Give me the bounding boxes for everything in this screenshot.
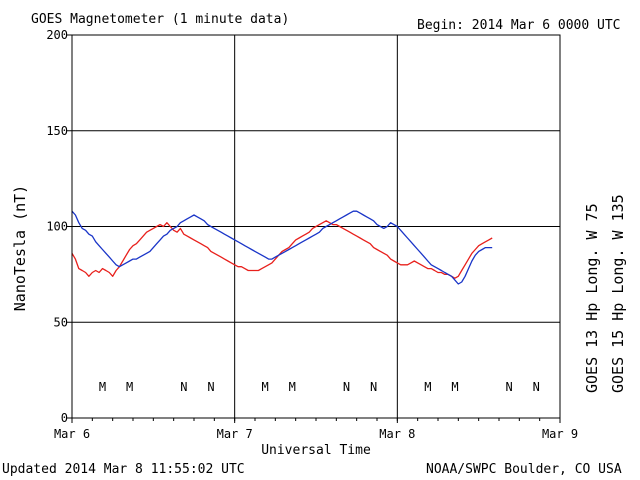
x-tick-label: Mar 7 (217, 427, 253, 441)
plot-border (71, 34, 561, 419)
series-line (71, 210, 493, 285)
mn-marker: N (343, 380, 350, 394)
series-line (71, 220, 493, 279)
plot-frame (71, 34, 561, 419)
mn-marker: M (126, 380, 133, 394)
mn-marker: N (207, 380, 214, 394)
x-tick-label: Mar 6 (54, 427, 90, 441)
mn-marker: M (99, 380, 106, 394)
mn-marker: M (424, 380, 431, 394)
legend-goes13: GOES 13 Hp Long. W 75 (583, 203, 601, 393)
mn-marker: N (180, 380, 187, 394)
mn-marker: N (506, 380, 513, 394)
mn-marker: M (451, 380, 458, 394)
begin-time: Begin: 2014 Mar 6 0000 UTC (417, 18, 621, 33)
updated-timestamp: Updated 2014 Mar 8 11:55:02 UTC (2, 462, 245, 477)
mn-marker: M (289, 380, 296, 394)
plot-series (71, 210, 493, 285)
x-axis-label: Universal Time (261, 443, 371, 458)
x-tick-label: Mar 9 (542, 427, 578, 441)
y-tick-label: 50 (54, 315, 68, 329)
mn-marker: N (533, 380, 540, 394)
y-tick-label: 150 (46, 124, 68, 138)
axis-ticks: 0 50 100 150 200 Mar 6 Mar 7 Mar 8 Mar 9 (46, 28, 578, 441)
mn-marker: N (370, 380, 377, 394)
credit-text: NOAA/SWPC Boulder, CO USA (426, 462, 622, 477)
mn-marker: M (262, 380, 269, 394)
y-axis-label: NanoTesla (nT) (11, 185, 29, 311)
y-tick-label: 0 (61, 411, 68, 425)
legend-goes15: GOES 15 Hp Long. W 135 (609, 194, 627, 393)
y-tick-label: 100 (46, 220, 68, 234)
x-tick-label: Mar 8 (379, 427, 415, 441)
chart-title: GOES Magnetometer (1 minute data) (31, 12, 289, 27)
y-tick-label: 200 (46, 28, 68, 42)
